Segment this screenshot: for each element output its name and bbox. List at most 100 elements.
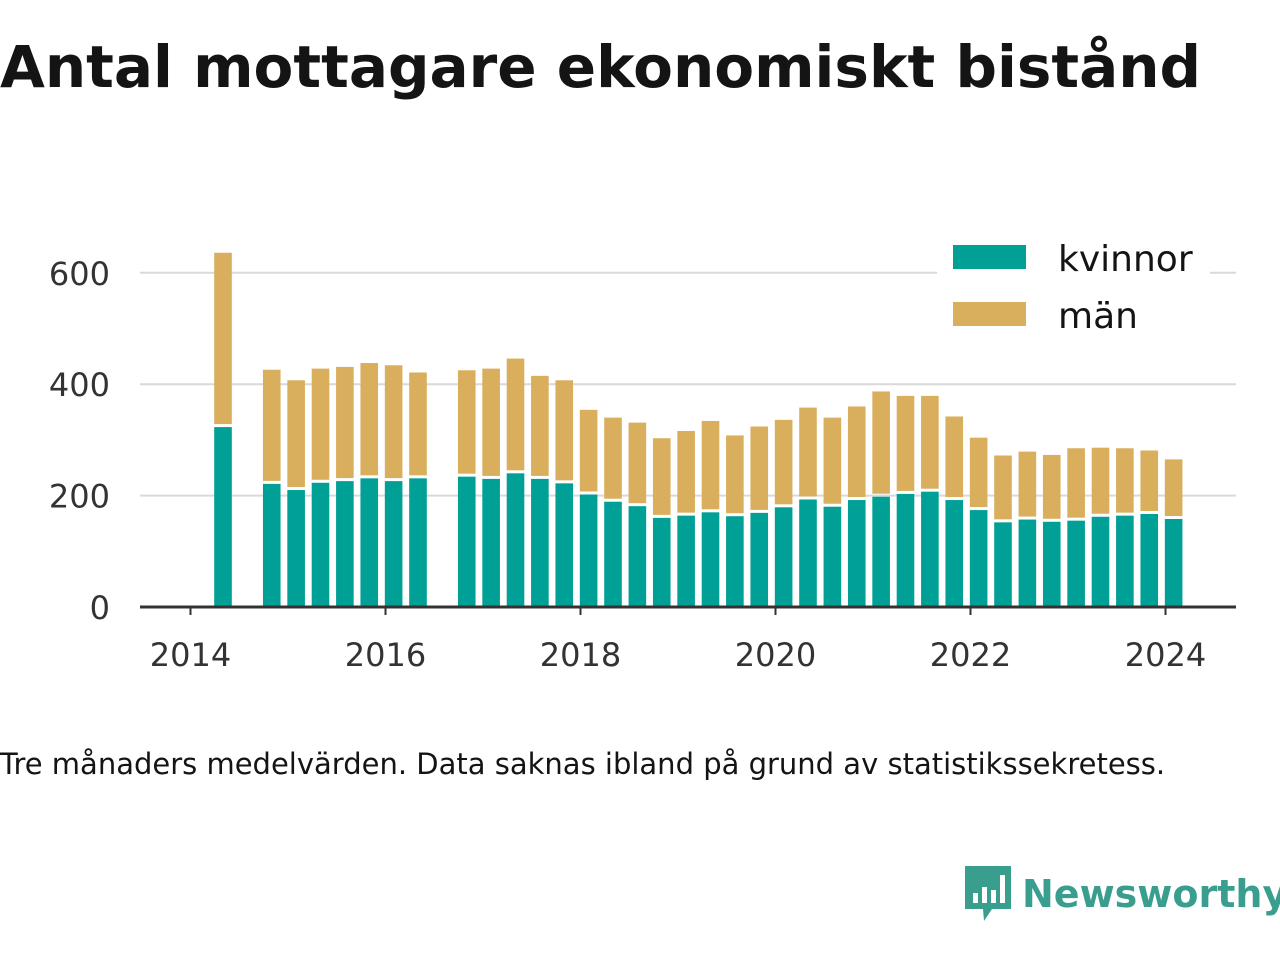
bar-man <box>750 426 769 510</box>
bar-man <box>1164 459 1183 516</box>
x-tick-label: 2020 <box>735 636 816 674</box>
bar-kvinnor <box>555 483 574 607</box>
bar-kvinnor <box>1067 520 1085 607</box>
bar-man <box>726 435 744 514</box>
bar-kvinnor <box>262 483 281 607</box>
bar-man <box>823 417 842 504</box>
bar-man <box>531 375 549 476</box>
legend: kvinnor män <box>937 236 1210 348</box>
bar-kvinnor <box>1116 515 1134 607</box>
bar-kvinnor <box>945 500 964 607</box>
legend-swatch-man <box>953 302 1026 326</box>
bar-man <box>1067 448 1085 518</box>
bar-man <box>969 437 988 508</box>
bar-man <box>384 365 403 479</box>
bar-man <box>262 369 281 481</box>
bar-man <box>555 380 574 481</box>
brand-name: Newsworthy <box>1022 872 1280 916</box>
bar-kvinnor <box>701 512 720 607</box>
bar-kvinnor <box>1140 513 1159 607</box>
bar-chart-speech-bubble-icon <box>965 866 1011 921</box>
bar-man <box>872 391 890 494</box>
bar-man <box>360 363 379 476</box>
bar-kvinnor <box>750 512 769 607</box>
x-tick-label: 2024 <box>1125 636 1206 674</box>
y-axis-ticks: 0 200 400 600 <box>49 255 110 627</box>
y-tick-label: 200 <box>49 478 110 516</box>
legend-label-man: män <box>1058 296 1138 337</box>
bar-kvinnor <box>1164 518 1183 607</box>
x-tick-label: 2014 <box>150 636 231 674</box>
bar-kvinnor <box>384 481 403 607</box>
bar-kvinnor <box>823 506 842 607</box>
bar-kvinnor <box>604 501 622 607</box>
bar-man <box>1116 448 1134 513</box>
bar-man <box>701 420 720 510</box>
bar-kvinnor <box>1018 519 1037 607</box>
bar-man <box>1042 454 1061 519</box>
bar-man <box>457 370 476 474</box>
bar-man <box>945 416 964 498</box>
bar-kvinnor <box>409 478 427 607</box>
bar-man <box>652 438 671 515</box>
y-tick-label: 0 <box>90 589 110 627</box>
bar-kvinnor <box>921 491 939 607</box>
bar-kvinnor <box>1042 521 1061 607</box>
bar-kvinnor <box>287 490 305 607</box>
bar-kvinnor <box>628 506 647 607</box>
bar-kvinnor <box>774 507 793 607</box>
bar-man <box>1018 451 1037 517</box>
bar-kvinnor <box>579 494 598 607</box>
bar-kvinnor <box>360 478 379 607</box>
bar-man <box>774 419 793 505</box>
bar-man <box>1140 450 1159 511</box>
bar-man <box>604 417 622 499</box>
bar-kvinnor <box>677 515 695 607</box>
bar-kvinnor <box>652 517 671 607</box>
bar-man <box>336 366 354 479</box>
bar-man <box>994 455 1012 520</box>
y-tick-label: 600 <box>49 255 110 293</box>
stacked-bar-chart: 0 200 400 600 2014 2016 2018 2020 2022 2024 kvin… <box>48 236 1236 674</box>
bar-kvinnor <box>799 499 817 607</box>
bar-man <box>506 358 525 471</box>
legend-label-kvinnor: kvinnor <box>1058 239 1193 280</box>
bar-kvinnor <box>336 481 354 607</box>
bar-kvinnor <box>896 493 915 607</box>
bar-kvinnor <box>506 473 525 607</box>
bar-kvinnor <box>994 522 1012 607</box>
bar-kvinnor <box>214 427 232 607</box>
bar-man <box>1091 447 1110 514</box>
bar-kvinnor <box>482 478 500 607</box>
bar-man <box>214 252 232 425</box>
bar-kvinnor <box>872 496 890 607</box>
bar-kvinnor <box>311 482 330 607</box>
bar-man <box>847 406 866 498</box>
bar-kvinnor <box>457 476 476 607</box>
bar-kvinnor <box>969 510 988 607</box>
chart-title: Antal mottagare ekonomiskt bistånd <box>0 33 1202 101</box>
bar-man <box>628 422 647 504</box>
bar-man <box>482 368 500 476</box>
bar-man <box>287 380 305 488</box>
y-tick-label: 400 <box>49 366 110 404</box>
chart-note: Tre månaders medelvärden. Data saknas ib… <box>0 747 1166 781</box>
bar-kvinnor <box>1091 516 1110 607</box>
bar-man <box>921 395 939 489</box>
x-tick-label: 2018 <box>540 636 621 674</box>
x-tick-label: 2016 <box>345 636 426 674</box>
legend-swatch-kvinnor <box>953 245 1026 269</box>
bar-man <box>677 430 695 513</box>
bar-man <box>579 409 598 492</box>
x-axis-ticks: 2014 2016 2018 2020 2022 2024 <box>150 607 1206 674</box>
bar-kvinnor <box>847 500 866 607</box>
bar-man <box>799 407 817 497</box>
bars <box>214 252 1183 607</box>
bar-man <box>896 395 915 491</box>
x-tick-label: 2022 <box>930 636 1011 674</box>
brand-logo: Newsworthy <box>962 862 1280 926</box>
bar-man <box>311 368 330 480</box>
bar-kvinnor <box>726 516 744 607</box>
bar-man <box>409 372 427 476</box>
bar-kvinnor <box>531 478 549 607</box>
